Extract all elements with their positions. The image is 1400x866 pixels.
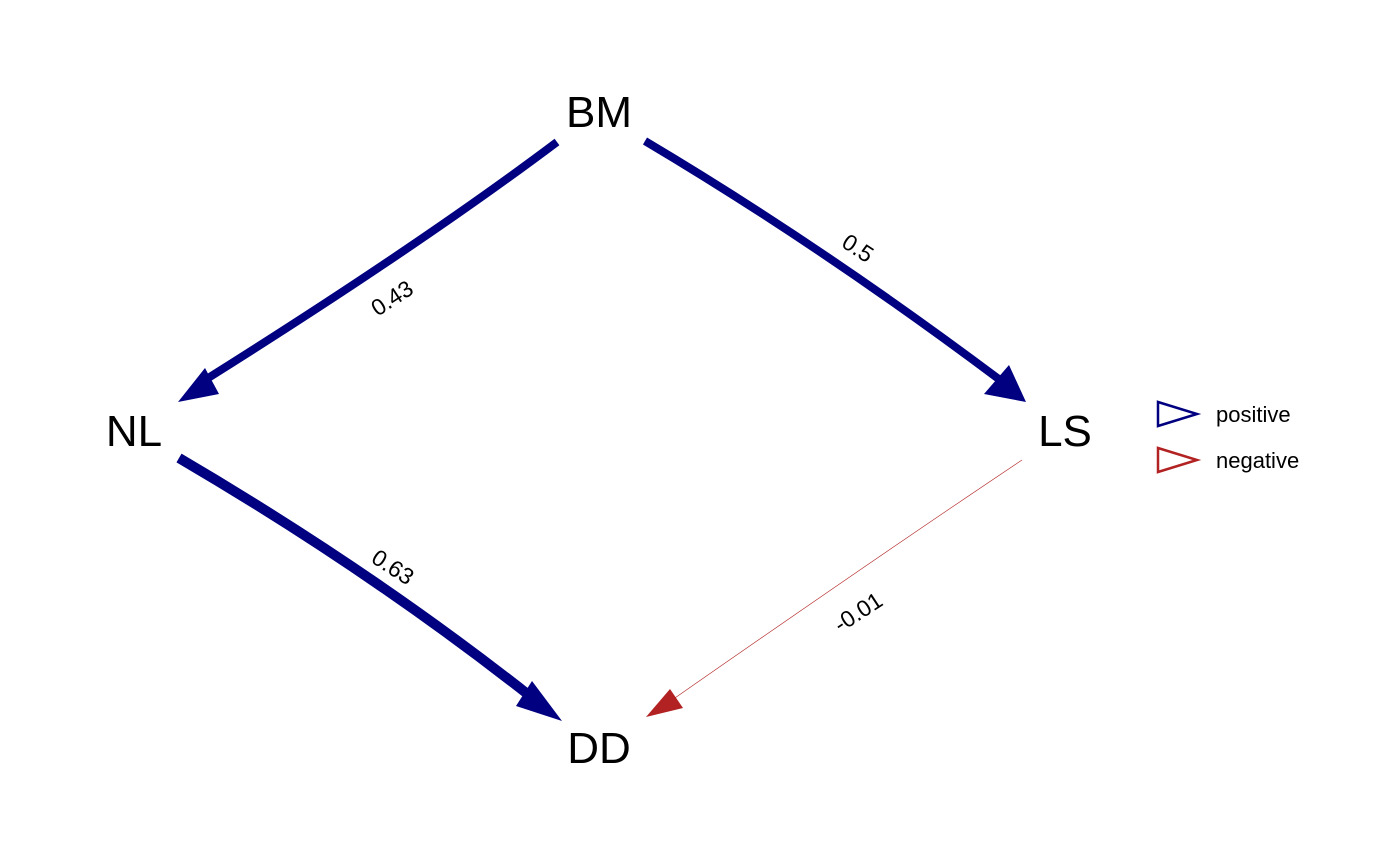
edge-bm-nl-line — [202, 138, 560, 384]
legend-item-positive: positive — [1156, 400, 1291, 428]
node-nl: NL — [106, 407, 162, 456]
legend: positive negative — [1156, 400, 1299, 474]
edge-ls-dd-arrowhead — [646, 689, 683, 717]
node-bm: BM — [566, 88, 632, 137]
legend-positive-arrow-icon — [1156, 400, 1202, 428]
legend-negative-arrow-icon — [1156, 446, 1202, 474]
edge-bm-nl-arrowhead — [178, 368, 219, 402]
node-ls: LS — [1038, 407, 1092, 456]
edge-bm-ls-line — [642, 137, 1003, 384]
edge-ls-dd-label: -0.01 — [829, 587, 887, 637]
edge-nl-dd: 0.63 — [176, 453, 562, 721]
legend-item-negative: negative — [1156, 446, 1299, 474]
node-dd: DD — [567, 724, 631, 773]
edge-bm-ls-label: 0.5 — [838, 228, 879, 267]
edge-nl-dd-line — [176, 453, 534, 700]
edge-ls-dd-line — [671, 459, 1023, 701]
edge-bm-ls-arrowhead — [984, 365, 1026, 402]
edge-bm-ls: 0.5 — [642, 137, 1026, 402]
edge-bm-nl-label: 0.43 — [366, 275, 418, 321]
edge-bm-nl: 0.43 — [178, 138, 560, 402]
edge-ls-dd: -0.01 — [646, 459, 1023, 717]
legend-positive-label: positive — [1216, 402, 1291, 427]
legend-negative-label: negative — [1216, 448, 1299, 473]
edge-nl-dd-arrowhead — [516, 681, 562, 721]
